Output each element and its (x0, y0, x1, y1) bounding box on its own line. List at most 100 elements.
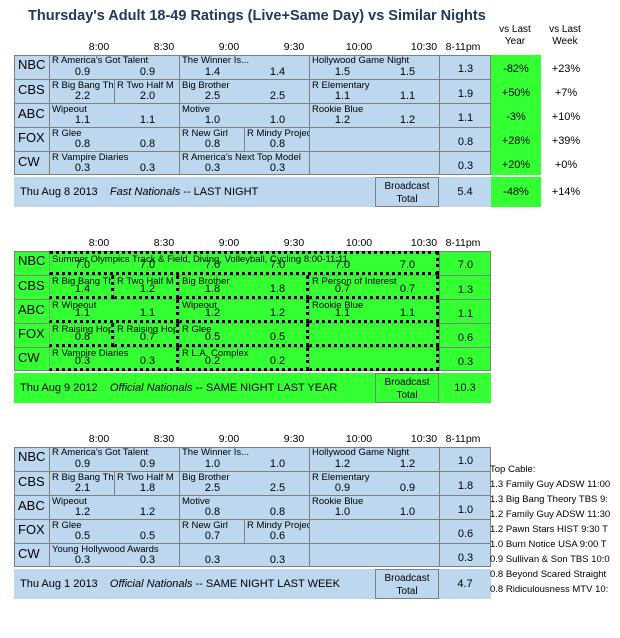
half-hour-rating: 7.0 (139, 259, 156, 271)
vs-last-year-change: -82% (491, 55, 541, 79)
program-cell: Rookie Blue 1.1 1.1 (309, 299, 439, 323)
half-hour-rating: 1.0 (334, 506, 351, 518)
program-cell: R America's Got Talent 0.9 0.9 (49, 447, 179, 471)
half-hour-rating: 1.1 (139, 307, 156, 319)
vs-last-year-change: -3% (491, 103, 541, 127)
half-hour-rating: 1.8 (269, 283, 286, 295)
time-header-row: 8:00 8:30 9:00 9:30 10:00 10:30 8-11pm (14, 432, 494, 446)
program-name: R Person of Interest (312, 276, 397, 287)
program-name: The Winner Is... (182, 55, 250, 66)
half-hour-rating: 2.0 (139, 90, 156, 102)
half-hour-rating: 0.8 (74, 331, 91, 343)
vs-last-year-header: vs Last Year (499, 24, 531, 47)
footer-date: Thu Aug 9 2012 (20, 382, 98, 394)
half-hour-rating: 0.3 (74, 554, 91, 566)
program-name: R Big Bang Th (52, 276, 114, 287)
vs-last-week-change: +7% (554, 87, 578, 99)
half-hour-rating: 0.7 (334, 283, 351, 295)
program-cell: Hollywood Game Night 1.5 1.5 (309, 55, 439, 79)
grid-background (14, 447, 491, 567)
program-cell: The Winner Is... 1.0 1.0 (179, 447, 309, 471)
footer-label: Thu Aug 9 2012 Official Nationals -- SAM… (20, 382, 337, 394)
section-footer: Thu Aug 9 2012 Official Nationals -- SAM… (14, 373, 491, 403)
half-hour-rating: 0.3 (204, 554, 221, 566)
network-row-abc: ABC Wipeout 1.1 1.1 Motive 1.0 1.0 Rookie Blue 1… (14, 103, 580, 127)
half-hour-rating: 0.3 (139, 554, 156, 566)
program-name: R New Girl (182, 520, 228, 531)
network-label: CW (14, 543, 49, 567)
broadcast-label: Broadcast (384, 573, 430, 584)
network-row-abc: ABC R Wipeout 1.1 1.1 Wipeout 1.2 1.2 Rookie Bl… (14, 299, 491, 323)
program-name: Rookie Blue (312, 300, 364, 311)
top-cable-item: 0.9 Sullivan & Son TBS 10:0 (490, 554, 610, 565)
top-cable-item: 1.2 Pawn Stars HIST 9:30 T (490, 524, 608, 535)
half-hour-rating: 1.1 (399, 90, 416, 102)
program-name: R Big Bang Th (52, 80, 114, 91)
top-cable-list: Top Cable: 1.3 Family Guy ADSW 11:00 1.3… (490, 462, 620, 597)
ratings-table-last_week: 8:00 8:30 9:00 9:30 10:00 10:30 8-11pm NBC R Ame… (14, 432, 494, 599)
page-title: Thursday's Adult 18-49 Ratings (Live+Sam… (28, 8, 486, 24)
program-cell: R Two Half M 1.2 (114, 275, 179, 299)
network-label: CBS (14, 275, 49, 299)
half-hour-rating: 1.4 (74, 283, 91, 295)
top-cable-item: 0.8 Ridiculousness MTV 10: (490, 584, 609, 595)
time-header: 8:30 (153, 237, 175, 249)
footer-label: Thu Aug 1 2013 Official Nationals -- SAM… (20, 578, 340, 590)
program-cell: Young Hollywood Awards 0.3 0.3 (49, 543, 179, 567)
network-label: NBC (18, 57, 46, 72)
vs-last-week-change: +39% (551, 135, 581, 147)
program-name: Wipeout (52, 104, 87, 115)
half-hour-rating: 1.5 (334, 66, 351, 78)
half-hour-rating: 1.0 (204, 114, 221, 126)
vs-last-week-change: +0% (554, 159, 578, 171)
half-hour-rating: 2.1 (74, 482, 91, 494)
program-cell: Summer Olympics Track & Field, Diving, V… (49, 251, 439, 275)
half-hour-rating: 1.1 (399, 307, 416, 319)
time-header: 8:00 (88, 237, 110, 249)
night-average: 1.1 (439, 299, 491, 323)
vs-last-week-change: +23% (551, 63, 581, 75)
half-hour-rating: 1.1 (334, 90, 351, 102)
half-hour-rating: 1.2 (334, 458, 351, 470)
half-hour-rating: 0.9 (334, 482, 351, 494)
time-header: 10:00 (345, 237, 373, 249)
program-cell: R New Girl 0.8 (179, 127, 244, 151)
time-header: 8:00 (88, 433, 110, 445)
program-cell: R Two Half M 1.8 (114, 471, 179, 495)
program-cell: Motive 1.0 1.0 (179, 103, 309, 127)
time-header: 10:00 (345, 41, 373, 53)
network-label: CW (14, 347, 49, 371)
half-hour-rating: 2.2 (74, 90, 91, 102)
network-label: NBC (18, 449, 46, 464)
program-name: R America's Next Top Model (182, 152, 301, 163)
half-hour-rating: 0.3 (74, 355, 91, 367)
program-cell: R Vampire Diaries 0.3 0.3 (49, 151, 179, 175)
half-hour-rating: 7.0 (334, 259, 351, 271)
broadcast-label: Broadcast (384, 181, 430, 192)
half-hour-rating: 1.2 (269, 307, 286, 319)
program-name: Big Brother (182, 472, 230, 483)
half-hour-rating: 1.2 (399, 458, 416, 470)
ratings-table-tonight: 8:00 8:30 9:00 9:30 10:00 10:30 8-11pm NBC R Ame… (14, 40, 580, 207)
half-hour-rating: 1.1 (74, 307, 91, 319)
program-name: R Vampire Diaries (52, 348, 129, 359)
half-hour-rating: 0.3 (269, 162, 286, 174)
network-row-cw: CW R Vampire Diaries 0.3 0.3 R America's Nex… (14, 151, 577, 175)
program-name: R Two Half M (117, 472, 174, 483)
program-cell: R Big Bang Th 2.2 (49, 79, 114, 103)
program-cell (309, 127, 439, 151)
half-hour-rating: 0.8 (269, 506, 286, 518)
program-cell: R America's Next Top Model 0.3 0.3 (179, 151, 309, 175)
program-name: R Glee (182, 324, 212, 335)
network-label: NBC (18, 253, 46, 268)
program-name: R America's Got Talent (52, 447, 149, 458)
half-hour-rating: 0.7 (139, 331, 156, 343)
time-header: 9:00 (218, 433, 240, 445)
vs-last-year-change: +20% (491, 151, 541, 175)
footer-kind: Official Nationals (109, 578, 193, 590)
footer-date: Thu Aug 8 2013 (20, 186, 98, 198)
night-average: 0.3 (439, 151, 491, 175)
half-hour-rating: 0.8 (204, 506, 221, 518)
half-hour-rating: 0.8 (204, 138, 221, 150)
program-name: R Glee (52, 520, 82, 531)
